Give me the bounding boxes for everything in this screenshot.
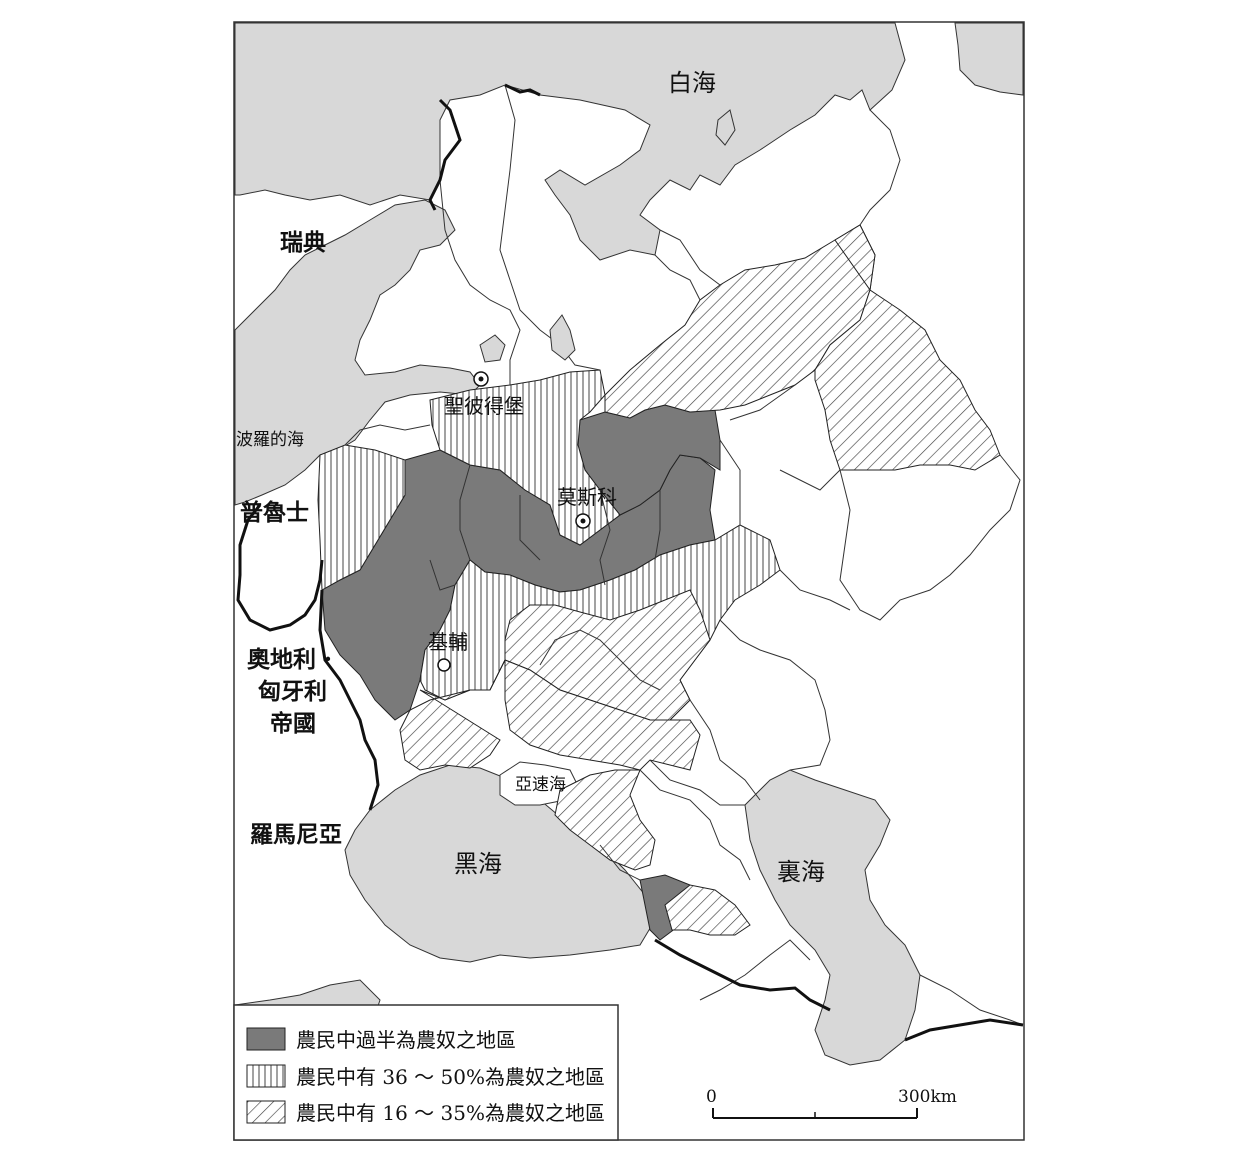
label-baltic-sea: 波羅的海 <box>236 430 304 450</box>
legend-label-36-50: 農民中有 36 ～ 50%為農奴之地區 <box>296 1065 605 1089</box>
legend-label-16-35: 農民中有 16 ～ 35%為農奴之地區 <box>296 1101 605 1125</box>
label-austria-hungary-2: 匈牙利 <box>258 678 327 705</box>
serf-16-35-regions <box>399 224 1001 936</box>
legend-label-majority: 農民中過半為農奴之地區 <box>296 1028 516 1052</box>
lakes <box>479 109 736 363</box>
label-prussia: 普魯士 <box>240 499 309 526</box>
label-caspian-sea: 裏海 <box>777 858 825 886</box>
white-sea <box>234 22 906 261</box>
label-white-sea: 白海 <box>668 69 716 97</box>
label-st-petersburg: 聖彼得堡 <box>444 394 524 418</box>
legend-box <box>233 1004 619 1141</box>
st-petersburg-marker <box>473 371 489 387</box>
scale-bar-end: 300km <box>898 1087 957 1107</box>
scale-bar-start: 0 <box>706 1087 717 1107</box>
kiev-marker <box>437 658 451 672</box>
moscow-marker <box>575 513 591 529</box>
label-azov-sea: 亞速海 <box>515 775 566 795</box>
black-sea <box>344 764 656 963</box>
caspian-sea <box>744 769 921 1066</box>
label-romania: 羅馬尼亞 <box>250 821 342 848</box>
label-black-sea: 黑海 <box>454 850 502 878</box>
scale-bar: 0 300km <box>706 1087 957 1119</box>
label-austria-hungary-3: 帝國 <box>270 710 316 737</box>
label-austria-hungary-1: 奧地利 · <box>247 646 332 673</box>
legend-swatch-solid <box>246 1027 286 1051</box>
label-kiev: 基輔 <box>428 630 468 654</box>
legend-swatch-diagonal <box>246 1100 286 1124</box>
label-moscow: 莫斯科 <box>557 485 617 509</box>
national-borders <box>236 83 1024 1042</box>
legend: 農民中過半為農奴之地區 農民中有 36 ～ 50%為農奴之地區 農民中有 16 … <box>233 1004 619 1141</box>
north-sea-right <box>954 22 1024 96</box>
province-lines <box>344 84 1024 1026</box>
label-sweden: 瑞典 <box>280 229 326 256</box>
legend-swatch-vertical <box>246 1064 286 1088</box>
